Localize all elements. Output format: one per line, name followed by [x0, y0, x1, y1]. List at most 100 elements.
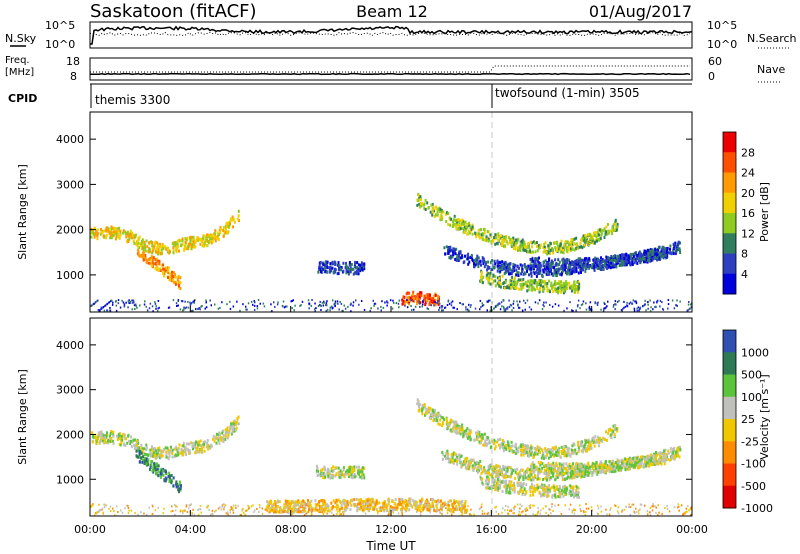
range-cell — [150, 452, 153, 456]
range-cell — [568, 245, 570, 249]
range-cell — [506, 285, 508, 289]
range-cell — [100, 434, 103, 438]
range-cell — [566, 272, 569, 276]
range-cell — [317, 270, 320, 274]
range-cell — [397, 302, 400, 305]
range-cell — [223, 225, 226, 229]
range-cell — [431, 297, 434, 301]
range-cell — [601, 258, 604, 262]
range-cell — [319, 303, 321, 306]
range-cell — [414, 305, 417, 308]
range-cell — [283, 509, 286, 513]
range-cell — [129, 229, 132, 233]
range-cell — [572, 260, 575, 264]
range-cell — [166, 266, 169, 270]
range-cell — [323, 502, 326, 506]
range-cell — [435, 504, 438, 508]
range-cell — [237, 214, 240, 218]
colorbar-segment — [723, 172, 736, 194]
range-cell — [174, 453, 177, 457]
range-cell — [661, 251, 664, 255]
range-cell — [508, 262, 511, 266]
range-cell — [587, 445, 590, 449]
range-cell — [554, 283, 557, 287]
range-cell — [520, 284, 522, 288]
range-cell — [606, 223, 609, 226]
range-cell — [559, 267, 562, 271]
range-cell — [145, 305, 147, 308]
range-cell — [591, 235, 594, 239]
range-cell — [189, 303, 192, 305]
range-cell — [189, 451, 192, 455]
range-cell — [638, 254, 641, 258]
range-cell — [424, 294, 427, 298]
range-cell — [495, 241, 498, 245]
range-cell — [351, 476, 354, 480]
range-cell — [549, 268, 551, 271]
range-cell — [622, 260, 625, 264]
range-cell — [339, 474, 342, 478]
range-cell — [190, 302, 193, 305]
range-cell — [214, 303, 216, 306]
range-cell — [516, 280, 519, 283]
range-cell — [144, 257, 147, 260]
range-cell — [121, 438, 124, 442]
range-cell — [542, 303, 544, 306]
range-cell — [562, 248, 564, 252]
range-cell — [482, 233, 485, 237]
range-cell — [282, 510, 285, 514]
range-cell — [114, 237, 117, 241]
range-cell — [404, 499, 407, 503]
range-cell — [189, 240, 192, 244]
range-cell — [350, 310, 352, 313]
range-cell — [512, 267, 515, 271]
range-cell — [589, 232, 591, 236]
range-cell — [551, 246, 554, 250]
range-cell — [515, 451, 518, 455]
range-cell — [168, 451, 171, 455]
range-cell — [473, 262, 475, 266]
range-cell — [177, 453, 180, 457]
range-cell — [340, 473, 343, 477]
range-cell — [160, 252, 163, 255]
range-cell — [303, 509, 306, 513]
range-cell — [104, 304, 107, 307]
range-cell — [160, 263, 163, 267]
range-cell — [401, 298, 404, 302]
freq-panel: Freq. [MHz] 18 8 60 0 Nave — [5, 55, 785, 83]
range-cell — [624, 263, 627, 267]
range-cell — [426, 307, 429, 310]
range-cell — [598, 233, 600, 237]
range-cell — [511, 241, 514, 245]
range-cell — [434, 408, 436, 412]
range-cell — [313, 308, 316, 311]
range-cell — [334, 466, 337, 470]
range-cell — [440, 415, 443, 419]
range-cell — [102, 306, 105, 308]
range-cell — [92, 233, 95, 237]
range-cell — [136, 443, 139, 447]
range-cell — [330, 501, 333, 505]
range-cell — [500, 263, 503, 267]
range-cell — [595, 438, 598, 442]
range-cell — [513, 280, 515, 284]
range-cell — [349, 270, 352, 274]
range-cell — [112, 301, 114, 304]
range-cell — [155, 305, 157, 308]
range-cell — [449, 245, 452, 249]
range-cell — [440, 499, 442, 503]
range-cell — [430, 300, 433, 303]
range-cell — [597, 229, 600, 232]
range-cell — [481, 235, 484, 239]
range-cell — [138, 246, 141, 250]
range-cell — [414, 297, 417, 301]
range-cell — [563, 309, 565, 312]
range-cell — [337, 272, 340, 276]
range-cell — [433, 507, 435, 511]
cpid-mode-1: themis 3300 — [95, 93, 170, 107]
range-cell — [451, 509, 454, 513]
range-cell — [136, 306, 138, 309]
range-cell — [94, 433, 97, 437]
range-cell — [110, 299, 113, 302]
range-cell — [436, 296, 439, 300]
